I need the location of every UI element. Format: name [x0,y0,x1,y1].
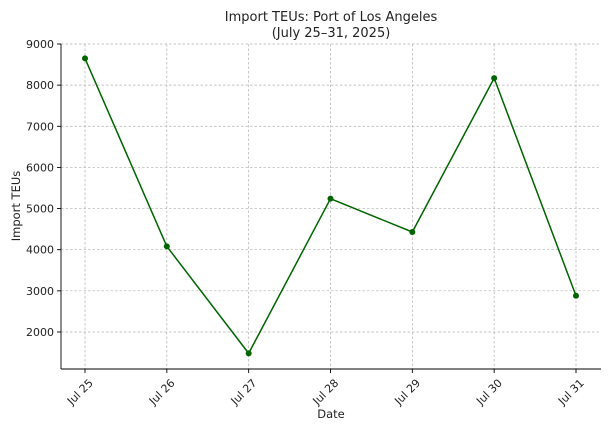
data-point [82,55,88,62]
x-tick-label: Jul 25 [64,377,96,409]
x-tick-label: Jul 28 [310,377,342,409]
y-tick-label: 9000 [26,38,54,51]
grid [61,43,601,369]
y-tick-label: 6000 [26,161,54,174]
data-point [245,350,252,357]
x-tick-label: Jul 31 [555,377,587,409]
y-tick-label: 7000 [26,120,54,133]
y-tick-label: 8000 [26,79,54,92]
x-tick-label: Jul 30 [473,377,505,409]
y-tick-label: 5000 [26,203,54,216]
y-axis-label: Import TEUs [9,171,23,242]
axes: 2000 3000 4000 5000 6000 7000 8000 9000 Jul 25 Ju… [26,38,601,408]
data-point [409,229,416,236]
data-point [327,195,334,202]
chart-title: Import TEUs: Port of Los Angeles [225,10,438,25]
x-tick-label: Jul 27 [228,377,260,409]
y-tick-label: 4000 [26,244,54,257]
x-tick-label: Jul 29 [391,377,423,409]
x-axis-label: Date [317,407,345,421]
data-point [491,75,498,82]
chart-subtitle: (July 25–31, 2025) [272,26,391,41]
x-tick-label: Jul 26 [146,377,178,409]
y-tick-label: 2000 [26,326,54,339]
data-point [163,243,170,250]
data-point [573,292,579,299]
y-tick-label: 3000 [26,285,54,298]
series [82,55,579,357]
